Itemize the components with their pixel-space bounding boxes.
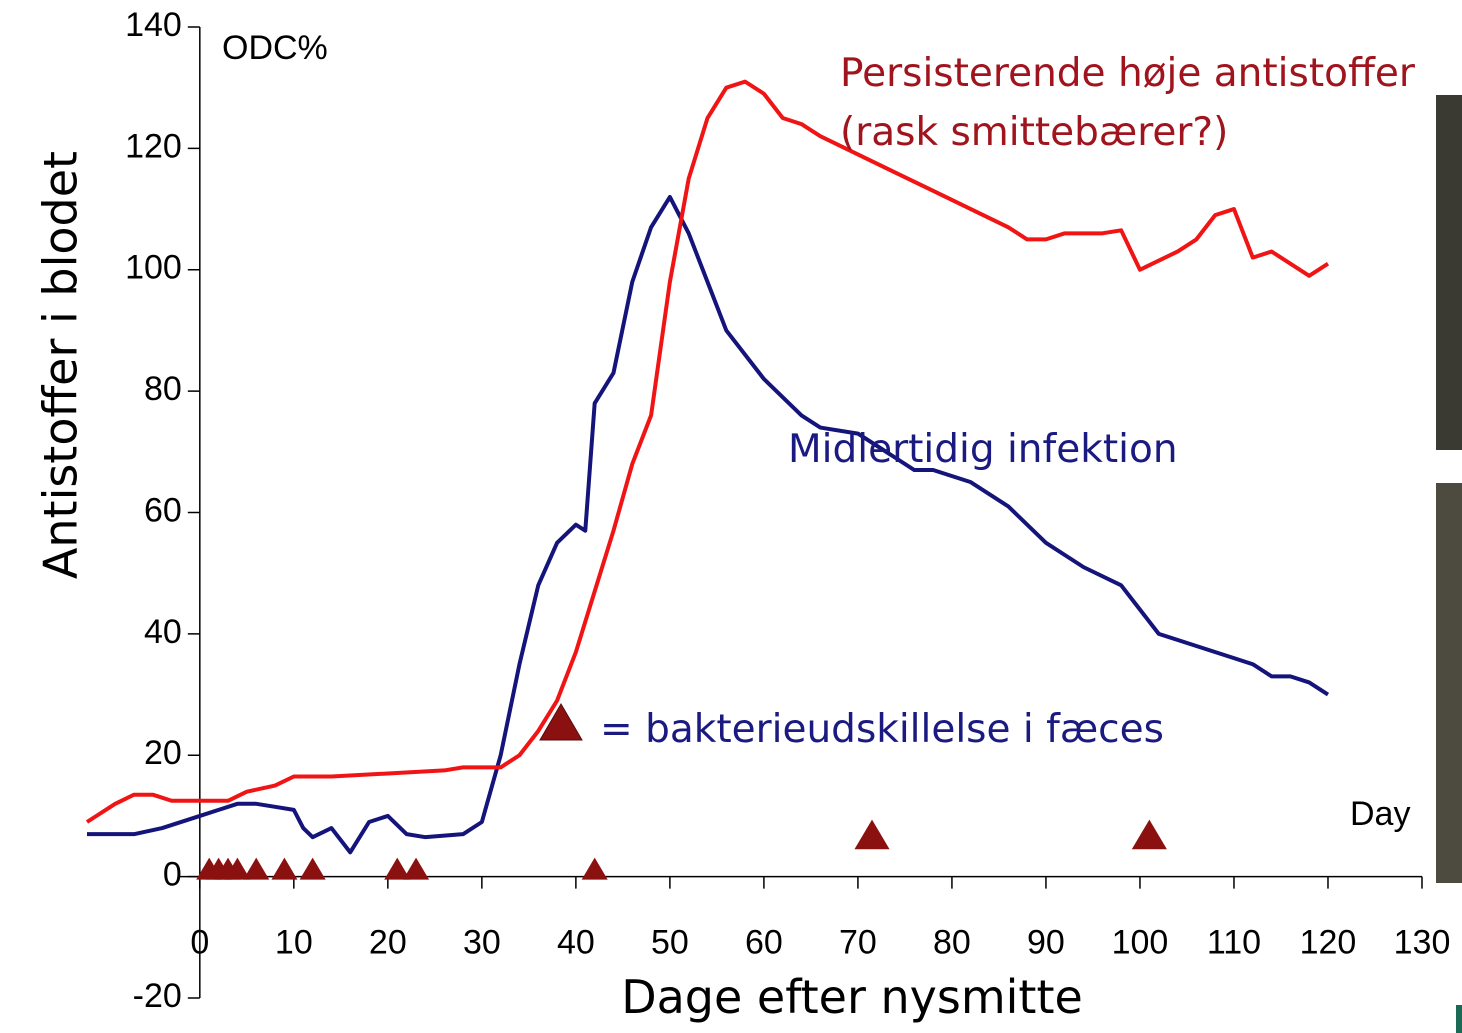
y-tick-label: 140 xyxy=(125,6,182,44)
x-axis-title: Dage efter nysmitte xyxy=(621,970,1083,1024)
shedding-marker xyxy=(854,819,890,850)
x-tick-label: 90 xyxy=(1027,924,1065,962)
y-tick-label: 80 xyxy=(144,370,182,408)
y-tick-label: 0 xyxy=(163,856,182,894)
x-tick-label: 130 xyxy=(1394,924,1451,962)
x-tick-label: 10 xyxy=(275,924,313,962)
x-tick-label: 100 xyxy=(1112,924,1169,962)
x-tick-label: 60 xyxy=(745,924,783,962)
shedding-marker xyxy=(224,857,251,880)
shedding-marker xyxy=(581,857,608,880)
x-tick-label: 80 xyxy=(933,924,971,962)
shedding-marker xyxy=(299,857,326,880)
shedding-marker xyxy=(271,857,298,880)
shedding-marker xyxy=(384,857,411,880)
annotation: (rask smittebærer?) xyxy=(840,110,1228,155)
y-tick-label: 100 xyxy=(125,249,182,287)
y-tick-label: -20 xyxy=(133,977,182,1015)
shedding-marker xyxy=(1131,819,1167,850)
x-tick-label: 20 xyxy=(369,924,407,962)
shedding-marker xyxy=(403,857,430,880)
y-tick-label: 60 xyxy=(144,491,182,529)
legend-marker xyxy=(539,703,583,741)
photo xyxy=(1436,95,1462,450)
y-unit: ODC% xyxy=(222,29,328,67)
annotation: Midlertidig infektion xyxy=(788,427,1178,472)
x-tick-label: 40 xyxy=(557,924,595,962)
shedding-marker xyxy=(243,857,270,880)
y-axis-title: Antistoffer i blodet xyxy=(34,151,88,579)
annotation: Persisterende høje antistoffer xyxy=(840,51,1416,96)
x-unit: Day xyxy=(1350,795,1410,833)
x-tick-label: 50 xyxy=(651,924,689,962)
y-tick-label: 120 xyxy=(125,127,182,165)
x-tick-label: 0 xyxy=(190,924,209,962)
y-tick-label: 40 xyxy=(144,613,182,651)
photo xyxy=(1436,483,1462,883)
x-tick-label: 120 xyxy=(1300,924,1357,962)
legend-text: = bakterieudskillelse i fæces xyxy=(600,707,1164,752)
x-tick-label: 30 xyxy=(463,924,501,962)
y-tick-label: 20 xyxy=(144,734,182,772)
x-tick-label: 70 xyxy=(839,924,877,962)
line-series xyxy=(85,79,1330,824)
line-series xyxy=(87,194,1330,855)
logo xyxy=(1456,1005,1462,1033)
x-tick-label: 110 xyxy=(1207,924,1261,962)
